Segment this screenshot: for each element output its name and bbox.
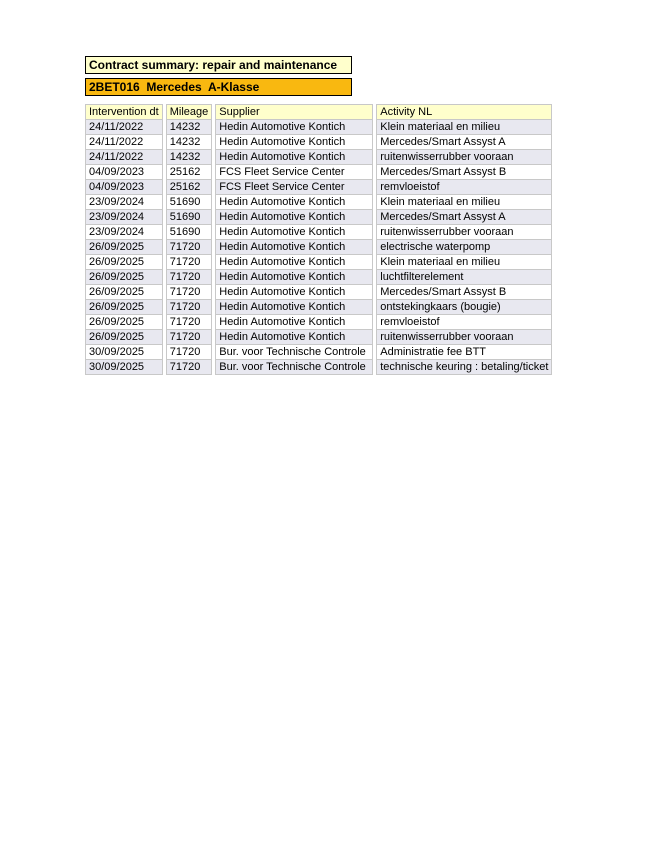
cell-mileage: 71720 xyxy=(165,345,213,360)
cell-mileage: 71720 xyxy=(165,255,213,270)
column-header-supplier: Supplier xyxy=(215,104,374,120)
cell-intervention-dt: 23/09/2024 xyxy=(85,195,163,210)
table-row: 23/09/2024 51690 Hedin Automotive Kontich M… xyxy=(85,210,553,225)
cell-activity-nl: remvloeistof xyxy=(376,180,553,195)
table-row: 23/09/2024 51690 Hedin Automotive Kontich r… xyxy=(85,225,553,240)
cell-intervention-dt: 04/09/2023 xyxy=(85,180,163,195)
cell-mileage: 51690 xyxy=(165,225,213,240)
column-header-intervention-dt: Intervention dt xyxy=(85,104,163,120)
cell-supplier: Hedin Automotive Kontich xyxy=(215,225,374,240)
cell-supplier: FCS Fleet Service Center xyxy=(215,165,374,180)
cell-supplier: Hedin Automotive Kontich xyxy=(215,300,374,315)
cell-intervention-dt: 26/09/2025 xyxy=(85,270,163,285)
cell-mileage: 14232 xyxy=(165,120,213,135)
table-row: 26/09/2025 71720 Hedin Automotive Kontich e… xyxy=(85,240,553,255)
cell-supplier: Hedin Automotive Kontich xyxy=(215,150,374,165)
cell-mileage: 71720 xyxy=(165,360,213,375)
cell-activity-nl: technische keuring : betaling/ticket xyxy=(376,360,553,375)
table-row: 26/09/2025 71720 Hedin Automotive Kontich r… xyxy=(85,330,553,345)
cell-intervention-dt: 23/09/2024 xyxy=(85,225,163,240)
cell-mileage: 71720 xyxy=(165,285,213,300)
table-row: 26/09/2025 71720 Hedin Automotive Kontich l… xyxy=(85,270,553,285)
cell-intervention-dt: 24/11/2022 xyxy=(85,120,163,135)
table-row: 23/09/2024 51690 Hedin Automotive Kontich K… xyxy=(85,195,553,210)
cell-intervention-dt: 26/09/2025 xyxy=(85,300,163,315)
cell-mileage: 51690 xyxy=(165,195,213,210)
table-row: 30/09/2025 71720 Bur. voor Technische Cont… xyxy=(85,345,553,360)
cell-mileage: 71720 xyxy=(165,270,213,285)
cell-supplier: Hedin Automotive Kontich xyxy=(215,240,374,255)
cell-activity-nl: ruitenwisserrubber vooraan xyxy=(376,150,553,165)
cell-intervention-dt: 04/09/2023 xyxy=(85,165,163,180)
cell-intervention-dt: 26/09/2025 xyxy=(85,315,163,330)
table-body: 24/11/2022 14232 Hedin Automotive Kontich K… xyxy=(85,120,553,375)
cell-intervention-dt: 26/09/2025 xyxy=(85,330,163,345)
table-row: 30/09/2025 71720 Bur. voor Technische Cont… xyxy=(85,360,553,375)
cell-mileage: 71720 xyxy=(165,315,213,330)
maintenance-table: Intervention dt Mileage Supplier Activity N… xyxy=(82,104,555,375)
cell-supplier: Hedin Automotive Kontich xyxy=(215,270,374,285)
cell-activity-nl: Mercedes/Smart Assyst A xyxy=(376,210,553,225)
cell-activity-nl: ruitenwisserrubber vooraan xyxy=(376,225,553,240)
table-row: 04/09/2023 25162 FCS Fleet Service Center r… xyxy=(85,180,553,195)
cell-supplier: Hedin Automotive Kontich xyxy=(215,315,374,330)
cell-mileage: 25162 xyxy=(165,165,213,180)
cell-intervention-dt: 30/09/2025 xyxy=(85,345,163,360)
table-row: 26/09/2025 71720 Hedin Automotive Kontich K… xyxy=(85,255,553,270)
cell-activity-nl: electrische waterpomp xyxy=(376,240,553,255)
cell-mileage: 71720 xyxy=(165,240,213,255)
cell-activity-nl: ruitenwisserrubber vooraan xyxy=(376,330,553,345)
cell-supplier: Hedin Automotive Kontich xyxy=(215,195,374,210)
vehicle-title: 2BET016 Mercedes A-Klasse xyxy=(85,78,352,96)
cell-supplier: Hedin Automotive Kontich xyxy=(215,255,374,270)
column-header-activity-nl: Activity NL xyxy=(376,104,553,120)
cell-intervention-dt: 26/09/2025 xyxy=(85,255,163,270)
cell-supplier: Hedin Automotive Kontich xyxy=(215,135,374,150)
cell-intervention-dt: 23/09/2024 xyxy=(85,210,163,225)
cell-mileage: 25162 xyxy=(165,180,213,195)
cell-intervention-dt: 24/11/2022 xyxy=(85,135,163,150)
table-row: 26/09/2025 71720 Hedin Automotive Kontich r… xyxy=(85,315,553,330)
cell-activity-nl: Klein materiaal en milieu xyxy=(376,255,553,270)
cell-activity-nl: remvloeistof xyxy=(376,315,553,330)
table-row: 26/09/2025 71720 Hedin Automotive Kontich o… xyxy=(85,300,553,315)
cell-supplier: Bur. voor Technische Controle xyxy=(215,360,374,375)
cell-activity-nl: Mercedes/Smart Assyst B xyxy=(376,285,553,300)
cell-activity-nl: Administratie fee BTT xyxy=(376,345,553,360)
cell-intervention-dt: 26/09/2025 xyxy=(85,240,163,255)
cell-activity-nl: Mercedes/Smart Assyst A xyxy=(376,135,553,150)
table-header-row: Intervention dt Mileage Supplier Activity N… xyxy=(85,104,553,120)
table-row: 04/09/2023 25162 FCS Fleet Service Center M… xyxy=(85,165,553,180)
cell-activity-nl: luchtfilterelement xyxy=(376,270,553,285)
cell-activity-nl: ontstekingkaars (bougie) xyxy=(376,300,553,315)
cell-activity-nl: Klein materiaal en milieu xyxy=(376,120,553,135)
report-content: Contract summary: repair and maintenance… xyxy=(85,56,555,375)
cell-mileage: 14232 xyxy=(165,135,213,150)
cell-supplier: Hedin Automotive Kontich xyxy=(215,210,374,225)
cell-mileage: 71720 xyxy=(165,330,213,345)
cell-supplier: Hedin Automotive Kontich xyxy=(215,285,374,300)
table-row: 26/09/2025 71720 Hedin Automotive Kontich M… xyxy=(85,285,553,300)
column-header-mileage: Mileage xyxy=(165,104,213,120)
cell-supplier: Hedin Automotive Kontich xyxy=(215,330,374,345)
cell-activity-nl: Klein materiaal en milieu xyxy=(376,195,553,210)
cell-intervention-dt: 26/09/2025 xyxy=(85,285,163,300)
cell-mileage: 71720 xyxy=(165,300,213,315)
cell-supplier: Bur. voor Technische Controle xyxy=(215,345,374,360)
table-row: 24/11/2022 14232 Hedin Automotive Kontich K… xyxy=(85,120,553,135)
cell-intervention-dt: 30/09/2025 xyxy=(85,360,163,375)
cell-intervention-dt: 24/11/2022 xyxy=(85,150,163,165)
table-row: 24/11/2022 14232 Hedin Automotive Kontich r… xyxy=(85,150,553,165)
table-row: 24/11/2022 14232 Hedin Automotive Kontich M… xyxy=(85,135,553,150)
cell-mileage: 14232 xyxy=(165,150,213,165)
cell-mileage: 51690 xyxy=(165,210,213,225)
cell-activity-nl: Mercedes/Smart Assyst B xyxy=(376,165,553,180)
report-title: Contract summary: repair and maintenance xyxy=(85,56,352,74)
cell-supplier: FCS Fleet Service Center xyxy=(215,180,374,195)
cell-supplier: Hedin Automotive Kontich xyxy=(215,120,374,135)
